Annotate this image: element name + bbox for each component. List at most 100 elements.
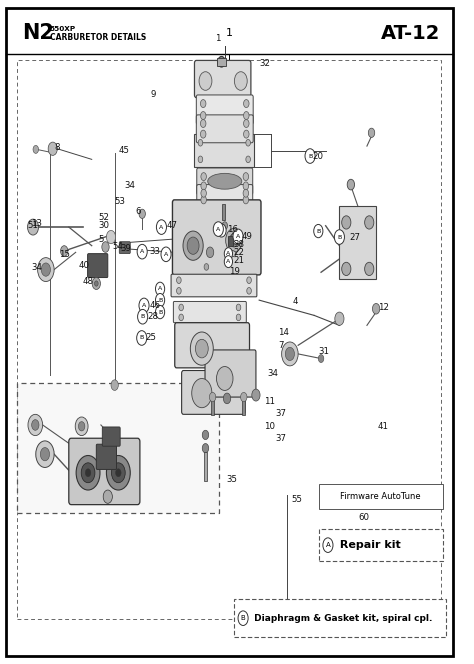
Circle shape: [94, 281, 98, 286]
Circle shape: [177, 288, 181, 294]
Circle shape: [195, 339, 208, 358]
Circle shape: [365, 216, 374, 229]
Circle shape: [155, 293, 164, 307]
Text: 53: 53: [115, 197, 126, 206]
Text: 11: 11: [264, 396, 275, 406]
Bar: [211, 398, 214, 415]
Circle shape: [27, 219, 38, 235]
Text: 22: 22: [234, 248, 245, 258]
Text: B: B: [316, 228, 320, 234]
Bar: [18, 60, 441, 619]
Circle shape: [41, 263, 50, 276]
Text: 5: 5: [99, 234, 104, 244]
Circle shape: [48, 142, 57, 155]
Circle shape: [92, 278, 100, 290]
FancyBboxPatch shape: [182, 371, 245, 414]
FancyBboxPatch shape: [173, 301, 246, 323]
Circle shape: [201, 120, 206, 127]
Text: 10: 10: [264, 422, 275, 431]
Circle shape: [75, 417, 88, 436]
Circle shape: [139, 298, 149, 313]
Circle shape: [116, 469, 121, 477]
Text: 38: 38: [234, 240, 245, 249]
Circle shape: [213, 222, 223, 236]
Circle shape: [210, 392, 216, 402]
Text: A: A: [142, 303, 146, 308]
Text: 52: 52: [99, 212, 109, 222]
Bar: [18, 383, 219, 513]
Ellipse shape: [225, 250, 236, 257]
Text: 20: 20: [312, 151, 323, 161]
Text: A: A: [226, 251, 230, 256]
Circle shape: [314, 224, 323, 238]
FancyBboxPatch shape: [88, 254, 108, 278]
Circle shape: [243, 196, 248, 204]
Circle shape: [61, 246, 68, 256]
Text: 4: 4: [292, 297, 298, 306]
Circle shape: [334, 230, 345, 244]
Circle shape: [28, 414, 43, 436]
Circle shape: [201, 189, 206, 197]
Circle shape: [244, 120, 249, 127]
Circle shape: [229, 234, 238, 247]
Text: 51: 51: [27, 221, 38, 230]
FancyBboxPatch shape: [175, 323, 249, 368]
Circle shape: [36, 441, 54, 467]
Circle shape: [191, 332, 213, 365]
Circle shape: [224, 248, 233, 260]
Circle shape: [233, 229, 243, 244]
Circle shape: [106, 430, 114, 440]
Circle shape: [201, 112, 206, 120]
Text: 33: 33: [149, 247, 161, 256]
Circle shape: [247, 288, 251, 294]
Text: 48: 48: [82, 277, 93, 286]
FancyBboxPatch shape: [197, 168, 253, 195]
Text: 6: 6: [136, 207, 141, 216]
Text: 39: 39: [120, 244, 131, 253]
Text: 19: 19: [229, 267, 240, 276]
Text: 9: 9: [151, 90, 156, 100]
Circle shape: [247, 277, 251, 284]
Circle shape: [252, 389, 260, 401]
Circle shape: [373, 303, 380, 314]
Bar: [234, 599, 446, 637]
FancyBboxPatch shape: [69, 438, 140, 505]
Text: A: A: [216, 226, 220, 232]
Circle shape: [183, 231, 203, 260]
Circle shape: [222, 222, 228, 230]
Circle shape: [198, 156, 203, 163]
FancyBboxPatch shape: [102, 427, 120, 446]
Circle shape: [106, 230, 116, 244]
Text: 45: 45: [118, 146, 129, 155]
Text: 46: 46: [149, 301, 160, 310]
Text: 12: 12: [378, 303, 389, 312]
Circle shape: [103, 490, 112, 503]
Bar: [194, 134, 254, 167]
Bar: [339, 206, 376, 279]
Text: B: B: [140, 335, 144, 341]
Circle shape: [201, 100, 206, 108]
Text: 35: 35: [226, 475, 237, 484]
Circle shape: [155, 305, 164, 319]
Circle shape: [365, 262, 374, 276]
Bar: [228, 236, 233, 246]
FancyBboxPatch shape: [196, 115, 253, 143]
Circle shape: [218, 56, 225, 67]
Bar: [319, 484, 443, 509]
Text: B: B: [241, 615, 246, 622]
Circle shape: [236, 314, 241, 321]
Text: A: A: [226, 259, 230, 264]
Text: 34: 34: [31, 263, 42, 272]
Text: 55: 55: [292, 495, 303, 504]
Circle shape: [342, 262, 351, 276]
Text: 1: 1: [215, 34, 220, 43]
Circle shape: [234, 72, 247, 90]
Circle shape: [244, 112, 249, 120]
Circle shape: [187, 237, 199, 254]
Circle shape: [76, 456, 100, 490]
Circle shape: [179, 304, 183, 311]
Text: 25: 25: [146, 333, 157, 343]
Text: 49: 49: [242, 232, 253, 241]
Text: A: A: [159, 224, 164, 230]
FancyBboxPatch shape: [197, 185, 253, 208]
